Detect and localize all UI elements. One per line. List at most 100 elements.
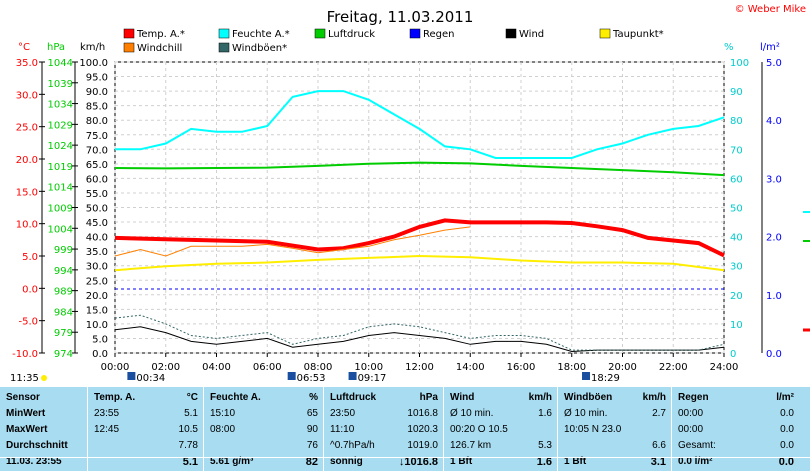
x-axis-tick: 06:00 bbox=[253, 362, 282, 373]
pressure-axis-tick: 999 bbox=[54, 245, 73, 256]
column-separator bbox=[203, 387, 204, 471]
table-header: Sensor bbox=[0, 391, 88, 405]
marker-icon bbox=[127, 372, 136, 380]
legend-swatch bbox=[123, 42, 135, 53]
legend-swatch bbox=[123, 28, 135, 39]
cell-label: 11:10 bbox=[330, 424, 355, 435]
grid bbox=[114, 61, 725, 354]
cell-label: Wind bbox=[450, 392, 475, 403]
cell-value: hPa bbox=[419, 392, 438, 403]
cell-label: MinWert bbox=[6, 408, 46, 419]
table-header: Luftdruck hPa bbox=[324, 391, 444, 405]
table-row: 00:20 O 10.5 bbox=[444, 423, 558, 437]
legend-swatch bbox=[314, 28, 326, 39]
table-row: 12:45 10.5 bbox=[88, 423, 204, 437]
table-row: 6.6 bbox=[558, 439, 672, 453]
cell-value: 1019.0 bbox=[407, 440, 438, 451]
humidity-axis-tick: 0 bbox=[730, 349, 736, 360]
column-separator bbox=[443, 387, 444, 471]
wind-axis-tick: 35.0 bbox=[86, 247, 108, 258]
pressure-axis-tick: 1004 bbox=[48, 224, 73, 235]
cell-value: 5.1 bbox=[184, 408, 198, 419]
table-column: Regen l/m² 00:00 0.0 00:00 0.0 Gesamt: 0.0 0.0 l… bbox=[672, 387, 800, 471]
cell-label: Regen bbox=[678, 392, 709, 403]
temp-axis-tick: 30.0 bbox=[16, 90, 38, 101]
cell-value: 2.7 bbox=[652, 408, 666, 419]
rain-axis-tick: 0.0 bbox=[766, 349, 782, 360]
temp-axis-tick: -10.0 bbox=[12, 349, 38, 360]
cell-value: 0.0 bbox=[780, 408, 794, 419]
table-column: Feuchte A.% 15:10 65 08:00 90 76 5.61 g/m³ 82 bbox=[204, 387, 324, 471]
legend-label: Temp. A.* bbox=[136, 29, 185, 40]
table-row: MinWert bbox=[0, 407, 88, 421]
x-axis-tick: 10:00 bbox=[354, 362, 383, 373]
rain-axis-tick: 2.0 bbox=[766, 233, 782, 244]
table-column: Windböen km/h Ø 10 min. 2.7 10:05 N 23.0 6.6 1… bbox=[558, 387, 672, 471]
credit-text: © Weber Mike bbox=[735, 4, 806, 15]
cell-label: 00:00 bbox=[678, 424, 704, 435]
pressure-axis-tick: 1029 bbox=[48, 120, 73, 131]
series-windben bbox=[114, 314, 725, 351]
pressure-axis-tick: 979 bbox=[54, 328, 73, 339]
cell-label: 10:05 N 23.0 bbox=[564, 424, 622, 435]
table-header: Wind km/h bbox=[444, 391, 558, 405]
legend-swatch bbox=[409, 28, 421, 39]
cell-label: Gesamt: bbox=[678, 440, 716, 451]
marker-time: 06:53 bbox=[297, 373, 326, 384]
pressure-axis-header: hPa bbox=[47, 42, 65, 53]
x-axis-tick: 24:00 bbox=[710, 362, 739, 373]
cell-label: Ø 10 min. bbox=[564, 408, 608, 419]
cell-value: 1016.8 bbox=[407, 408, 438, 419]
table-row: ^0.7hPa/h 1019.0 bbox=[324, 439, 444, 453]
stats-table: Sensor MinWert MaxWert Durchschnitt 11.03. 2… bbox=[0, 387, 810, 471]
weather-chart: Freitag, 11.03.2011 © Weber Mike °C hPa … bbox=[10, 4, 810, 384]
cell-value: 0.0 bbox=[780, 440, 794, 451]
cell-value: 82 bbox=[305, 456, 318, 468]
marker-time: 09:17 bbox=[358, 373, 387, 384]
temp-axis-header: °C bbox=[18, 42, 30, 53]
legend-label: Luftdruck bbox=[328, 29, 375, 40]
wind-axis-tick: 5.0 bbox=[92, 334, 108, 345]
rain-axis-tick: 1.0 bbox=[766, 291, 782, 302]
table-row: 76 bbox=[204, 439, 324, 453]
cell-label: Durchschnitt bbox=[6, 440, 68, 451]
table-header: Regen l/m² bbox=[672, 391, 800, 405]
cell-label: Ø 10 min. bbox=[450, 408, 494, 419]
table-row: 15:10 65 bbox=[204, 407, 324, 421]
column-separator bbox=[87, 387, 88, 471]
table-column: Luftdruck hPa 23:50 1016.8 11:10 1020.3 ^0.7hP… bbox=[324, 387, 444, 471]
table-row: Ø 10 min. 1.6 bbox=[444, 407, 558, 421]
pressure-axis-tick: 1034 bbox=[48, 100, 73, 111]
wind-axis-tick: 50.0 bbox=[86, 204, 108, 215]
cell-value: 3.1 bbox=[650, 456, 666, 468]
table-row: Ø 10 min. 2.7 bbox=[558, 407, 672, 421]
cell-label: Feuchte A. bbox=[210, 392, 261, 403]
marker-icon bbox=[582, 372, 591, 380]
cell-value: °C bbox=[186, 392, 198, 403]
series-taupunkt bbox=[114, 254, 725, 272]
wind-axis-tick: 70.0 bbox=[86, 145, 108, 156]
wind-axis-tick: 30.0 bbox=[86, 262, 108, 273]
series-windchill bbox=[114, 226, 471, 257]
cell-label: sonnig bbox=[330, 456, 363, 467]
table-row: 23:55 5.1 bbox=[88, 407, 204, 421]
x-axis-tick: 12:00 bbox=[405, 362, 434, 373]
wind-axis-tick: 20.0 bbox=[86, 291, 108, 302]
cell-label: 5.61 g/m³ bbox=[210, 456, 254, 467]
sun-icon bbox=[41, 375, 47, 381]
cell-label: 08:00 bbox=[210, 424, 236, 435]
column-separator bbox=[557, 387, 558, 471]
table-row: 23:50 1016.8 bbox=[324, 407, 444, 421]
table-row: 5.1 bbox=[88, 455, 204, 469]
cell-value: 1020.3 bbox=[407, 424, 438, 435]
wind-axis-tick: 55.0 bbox=[86, 189, 108, 200]
wind-axis-tick: 65.0 bbox=[86, 160, 108, 171]
cell-value: l/m² bbox=[776, 392, 794, 403]
cell-label: 00:00 bbox=[678, 408, 704, 419]
table-header: Temp. A. °C bbox=[88, 391, 204, 405]
cell-label: 1 Bft bbox=[564, 456, 587, 467]
pressure-axis-tick: 1024 bbox=[48, 141, 73, 152]
legend-swatch bbox=[505, 28, 517, 39]
cell-label: 00:20 O 10.5 bbox=[450, 424, 508, 435]
table-header: Feuchte A.% bbox=[204, 391, 324, 405]
